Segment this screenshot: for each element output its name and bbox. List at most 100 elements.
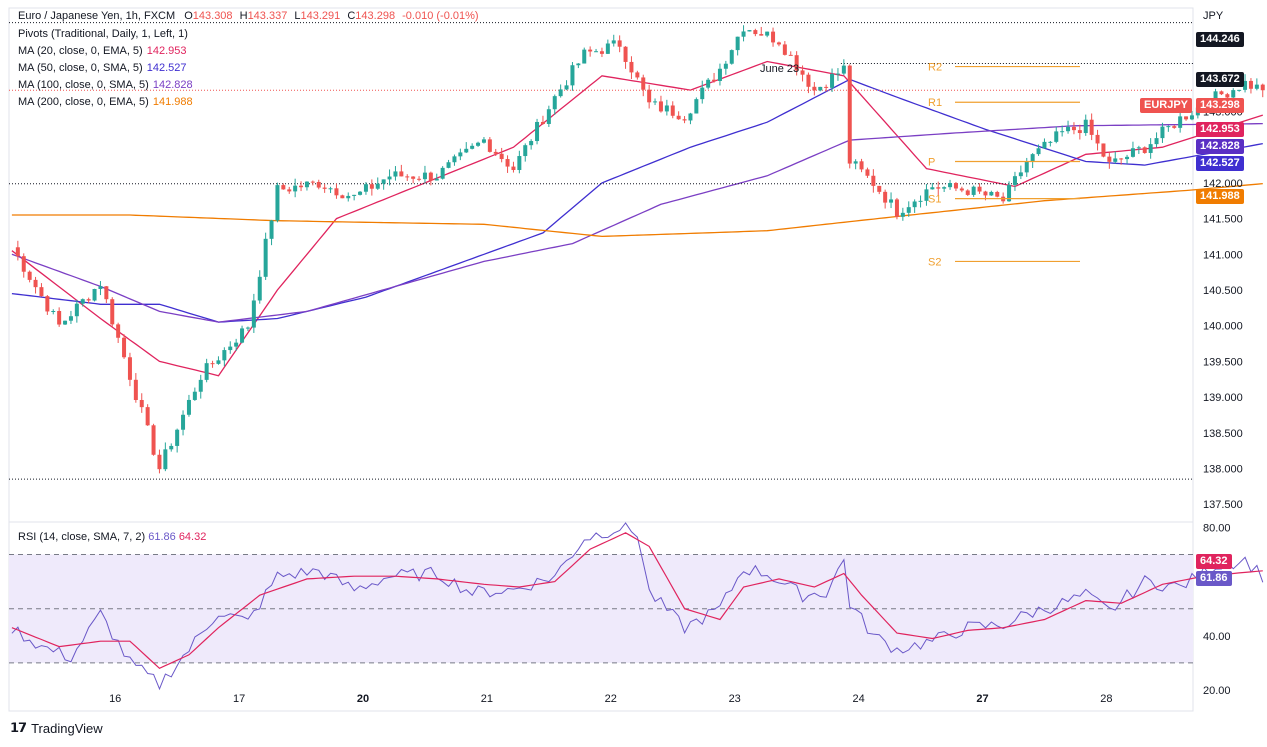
- candle-body: [1237, 89, 1242, 91]
- candle-body: [434, 178, 439, 181]
- candle-body: [440, 167, 445, 179]
- candle-body: [139, 399, 144, 408]
- candle-body: [98, 286, 103, 289]
- change-value: -0.010 (-0.01%): [402, 10, 479, 22]
- candle-body: [611, 40, 616, 44]
- candle-body: [570, 65, 575, 86]
- rsi-label: RSI (14, close, SMA, 7, 2): [18, 531, 146, 543]
- time-tick-label: 16: [109, 693, 121, 705]
- candle-body: [399, 171, 404, 177]
- candle-body: [1231, 90, 1236, 98]
- candle-body: [51, 310, 56, 312]
- candle-body: [363, 184, 368, 192]
- candle-body: [1166, 126, 1171, 128]
- footer-brand[interactable]: 𝟭𝟳 TradingView: [10, 720, 103, 736]
- candle-body: [700, 87, 705, 100]
- candle-body: [735, 36, 740, 51]
- candle-body: [452, 156, 457, 163]
- candle-body: [122, 337, 127, 358]
- pivots-label: Pivots (Traditional, Daily, 1, Left, 1): [18, 28, 188, 40]
- close-label: C: [347, 10, 356, 22]
- rsi-ma-badge: 64.32: [1196, 554, 1232, 569]
- ema20-legend[interactable]: MA (20, close, 0, EMA, 5) 142.953: [18, 43, 186, 60]
- pivot-label: S1: [928, 194, 941, 206]
- rsi-tick-label: 20.00: [1203, 685, 1231, 697]
- moving-average-layer: [11, 60, 1263, 377]
- candle-body: [1184, 116, 1189, 120]
- pivots-legend[interactable]: Pivots (Traditional, Daily, 1, Left, 1): [18, 26, 188, 43]
- candle-body: [635, 72, 640, 78]
- candle-body: [717, 68, 722, 81]
- rsi-ma-line: [11, 532, 1263, 670]
- candle-body: [989, 191, 994, 196]
- pivot-label: P: [928, 156, 935, 168]
- time-tick-label: 20: [357, 693, 369, 705]
- brand-name: TradingView: [31, 720, 103, 736]
- candle-body: [104, 286, 109, 300]
- candle-body: [983, 191, 988, 196]
- candle-body: [417, 178, 422, 180]
- candle-body: [936, 187, 941, 189]
- sma100-legend[interactable]: MA (100, close, 0, SMA, 5) 142.828: [18, 77, 193, 94]
- ema20-badge: 142.953: [1196, 122, 1244, 137]
- candle-body: [33, 279, 38, 288]
- candle-body: [546, 109, 551, 124]
- candle-body: [1130, 148, 1135, 157]
- candle-body: [68, 316, 73, 321]
- candle-body: [198, 379, 203, 392]
- candle-body: [175, 429, 180, 446]
- candle-body: [63, 320, 68, 325]
- currency-label: JPY: [1203, 10, 1224, 22]
- candle-body: [582, 49, 587, 64]
- time-tick-label: 28: [1100, 693, 1112, 705]
- candle-body: [894, 199, 899, 217]
- candle-body: [1225, 94, 1230, 98]
- time-tick-label: 17: [233, 693, 245, 705]
- candle-body: [847, 65, 852, 164]
- candle-body: [712, 79, 717, 81]
- candle-body: [623, 46, 628, 62]
- candle-body: [240, 328, 245, 343]
- candle-body: [369, 184, 374, 189]
- sma50-legend[interactable]: MA (50, close, 0, SMA, 5) 142.527: [18, 60, 186, 77]
- candle-body: [192, 391, 197, 400]
- time-tick-label: 24: [852, 693, 864, 705]
- price-badge: 143.298: [1196, 98, 1244, 113]
- candle-body: [405, 176, 410, 178]
- candle-body: [387, 176, 392, 180]
- june23-line-badge: 143.672: [1196, 72, 1244, 87]
- candle-body: [883, 191, 888, 203]
- rsi-panel: [9, 522, 1264, 691]
- candle-body: [1018, 172, 1023, 177]
- candle-body: [529, 141, 534, 146]
- time-tick-label: 23: [729, 693, 741, 705]
- candle-body: [1060, 131, 1065, 133]
- candle-body: [1113, 158, 1118, 162]
- candle-body: [629, 61, 634, 73]
- candle-body: [263, 238, 268, 277]
- candle-body: [930, 187, 935, 190]
- candle-body: [788, 54, 793, 56]
- ema200-legend[interactable]: MA (200, close, 0, EMA, 5) 141.988: [18, 94, 193, 111]
- rsi-legend[interactable]: RSI (14, close, SMA, 7, 2) 61.86 64.32: [18, 529, 206, 546]
- candle-body: [747, 30, 752, 32]
- candle-body: [458, 152, 463, 157]
- candle-body: [806, 74, 811, 87]
- candle-body: [1007, 184, 1012, 202]
- ohlc-legend: Euro / Japanese Yen, 1h, FXCM O143.308 H…: [18, 8, 479, 25]
- candle-body: [181, 414, 186, 430]
- candle-body: [15, 247, 20, 257]
- candle-body: [381, 179, 386, 184]
- candle-body: [499, 153, 504, 160]
- symbol-tag: EURJPY: [1140, 98, 1193, 113]
- candle-body: [1219, 91, 1224, 95]
- low-label: L: [294, 10, 301, 22]
- candle-body: [1054, 131, 1059, 142]
- candle-body: [1254, 84, 1259, 89]
- candle-body: [464, 148, 469, 153]
- candle-body: [352, 194, 357, 196]
- candle-body: [617, 40, 622, 47]
- candle-body: [812, 86, 817, 91]
- candle-body: [1095, 134, 1100, 144]
